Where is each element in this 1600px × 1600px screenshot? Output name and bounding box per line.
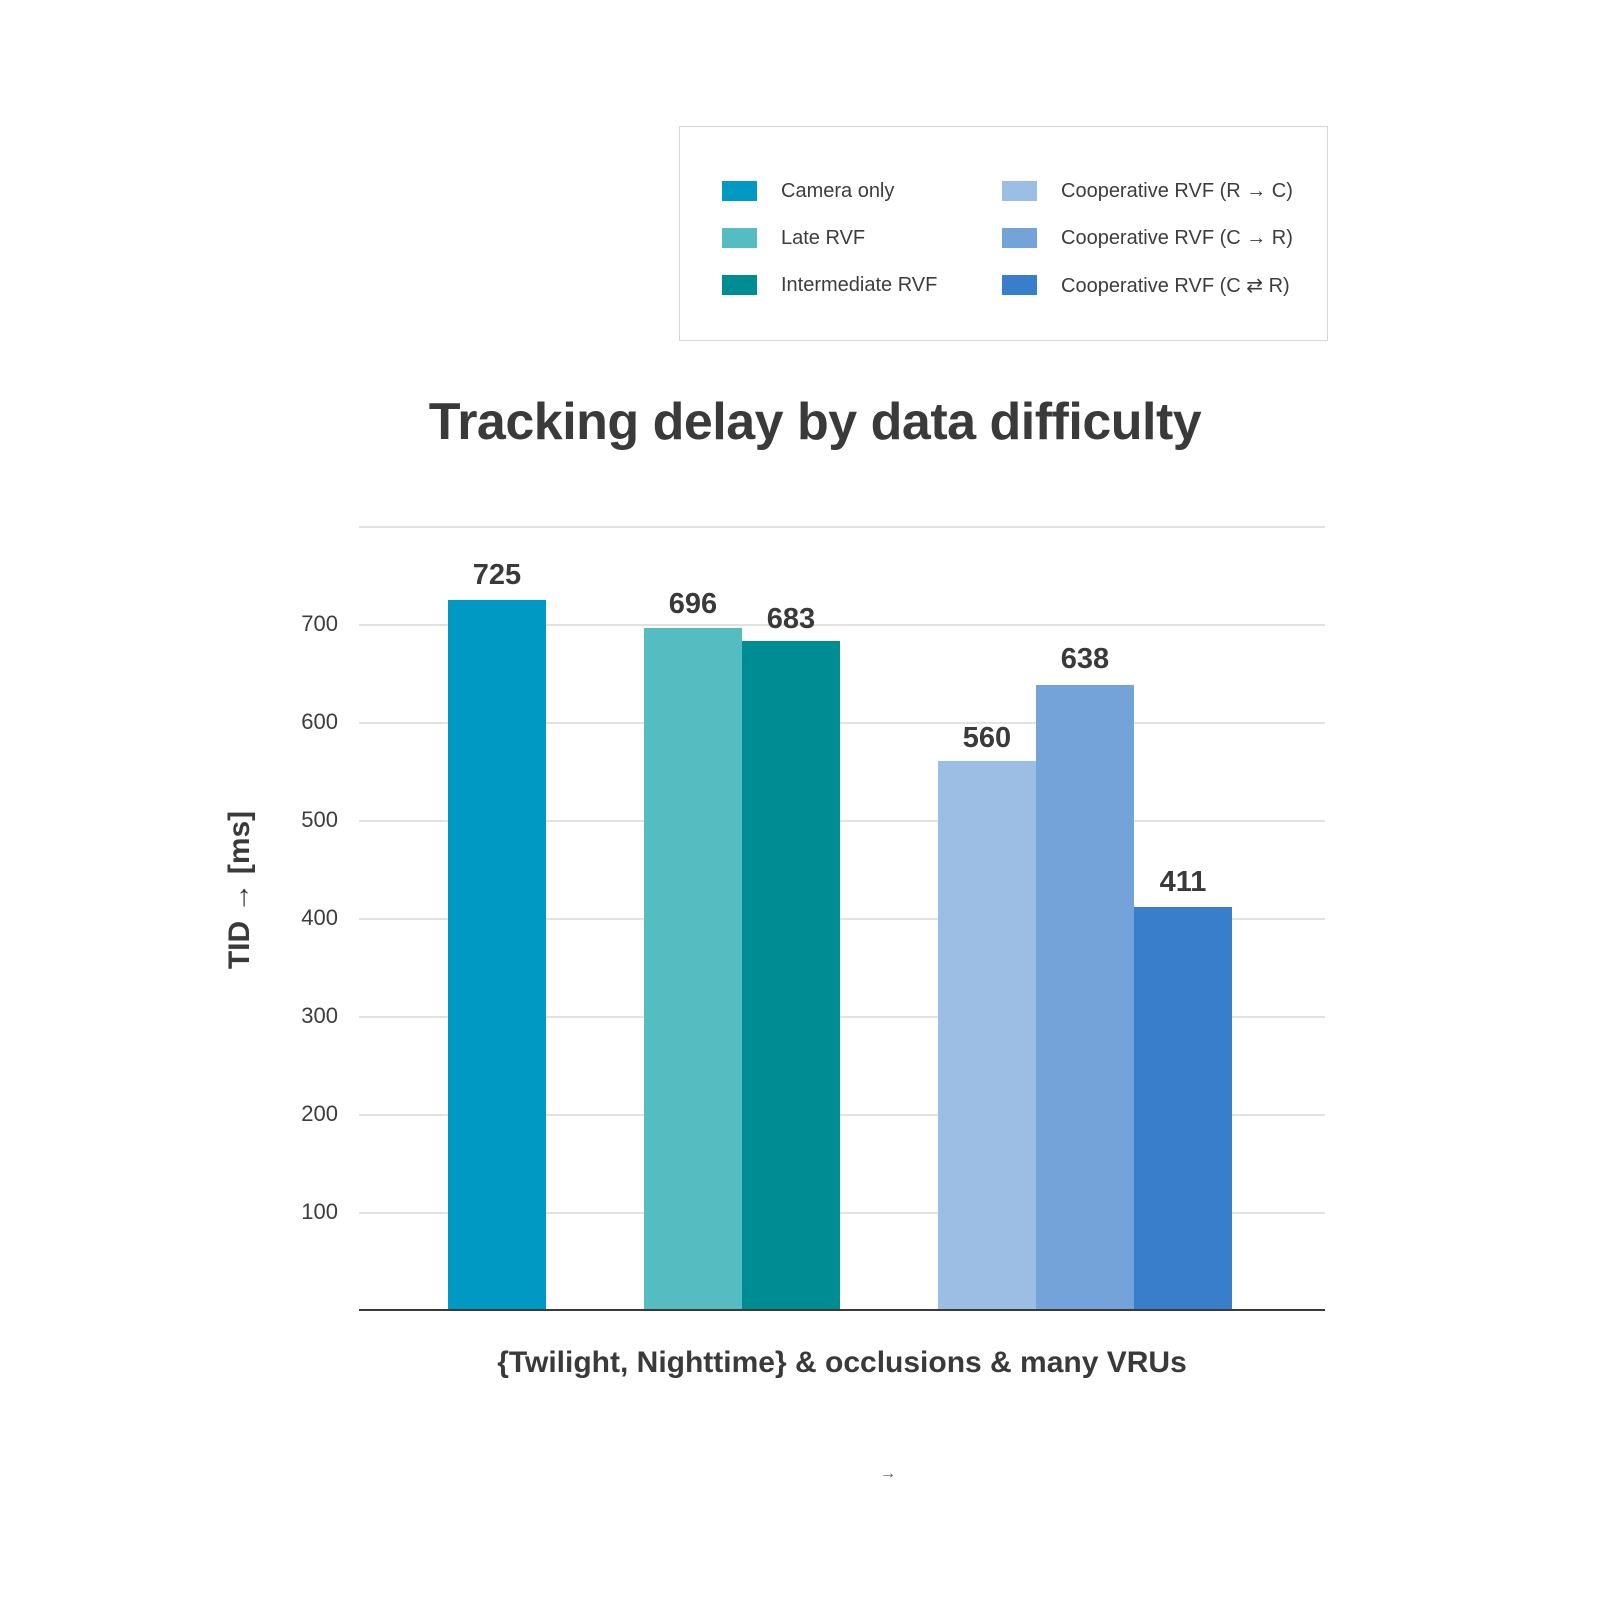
y-tick-400: 400	[301, 905, 338, 930]
bar-value-label: 725	[472, 559, 522, 591]
gridline-400	[359, 918, 1325, 920]
bar-cooperative-c-to-r	[1036, 685, 1134, 1310]
legend-swatch	[722, 228, 757, 248]
chart-title: Tracking delay by data difficulty	[428, 393, 1202, 451]
gridline-600	[359, 722, 1325, 724]
y-tick-600: 600	[301, 709, 338, 734]
bar-cooperative-bidirectional	[1134, 907, 1232, 1310]
bar-cooperative-r-to-c	[938, 761, 1036, 1310]
bar-value-label: 696	[668, 588, 718, 620]
bar-value-label: 411	[1159, 866, 1207, 898]
legend-label: Cooperative RVF (C → R)	[1061, 226, 1293, 249]
y-tick-300: 300	[301, 1003, 338, 1028]
legend-swatch	[1002, 275, 1037, 295]
bar-value-label: 560	[962, 722, 1012, 754]
bar-value-label: 638	[1060, 643, 1110, 675]
legend-item-camera-only: Camera only	[722, 179, 894, 203]
legend-item-cooperative-c-to-r: Cooperative RVF (C → R)	[1002, 226, 1293, 250]
x-axis-line	[359, 1309, 1325, 1311]
legend-label: Cooperative RVF (C ⇄ R)	[1061, 274, 1290, 297]
y-tick-200: 200	[301, 1101, 338, 1126]
bar-value-label: 683	[766, 603, 816, 635]
chart-legend: Camera only Late RVF Intermediate RVF Co…	[679, 126, 1328, 341]
arrow-right-icon: →	[880, 1465, 896, 1482]
legend-item-intermediate-rvf: Intermediate RVF	[722, 273, 937, 297]
y-tick-700: 700	[301, 611, 338, 636]
y-axis-label: TID → [ms]	[223, 810, 256, 970]
gridline-300	[359, 1016, 1325, 1018]
legend-item-late-rvf: Late RVF	[722, 226, 865, 250]
bar-camera-only	[448, 600, 546, 1310]
gridline-100	[359, 1212, 1325, 1214]
bar-late-rvf	[644, 628, 742, 1310]
plot-area: 725 696 683 560 638 411	[359, 526, 1325, 1310]
legend-swatch	[722, 181, 757, 201]
legend-label: Camera only	[781, 179, 895, 202]
gridline-500	[359, 820, 1325, 822]
y-tick-500: 500	[301, 807, 338, 832]
gridline-700	[359, 624, 1325, 626]
x-axis-label: {Twilight, Nighttime} & occlusions & man…	[497, 1346, 1187, 1379]
bar-intermediate-rvf	[742, 641, 840, 1310]
legend-label: Intermediate RVF	[781, 273, 938, 296]
legend-item-cooperative-bidirectional: Cooperative RVF (C ⇄ R)	[1002, 273, 1290, 297]
y-tick-100: 100	[301, 1199, 338, 1224]
legend-swatch	[1002, 228, 1037, 248]
legend-label: Cooperative RVF (R → C)	[1061, 179, 1293, 202]
gridline-800	[359, 526, 1325, 528]
gridline-200	[359, 1114, 1325, 1116]
legend-swatch	[722, 275, 757, 295]
legend-item-cooperative-r-to-c: Cooperative RVF (R → C)	[1002, 179, 1293, 203]
legend-swatch	[1002, 181, 1037, 201]
legend-label: Late RVF	[781, 226, 866, 249]
